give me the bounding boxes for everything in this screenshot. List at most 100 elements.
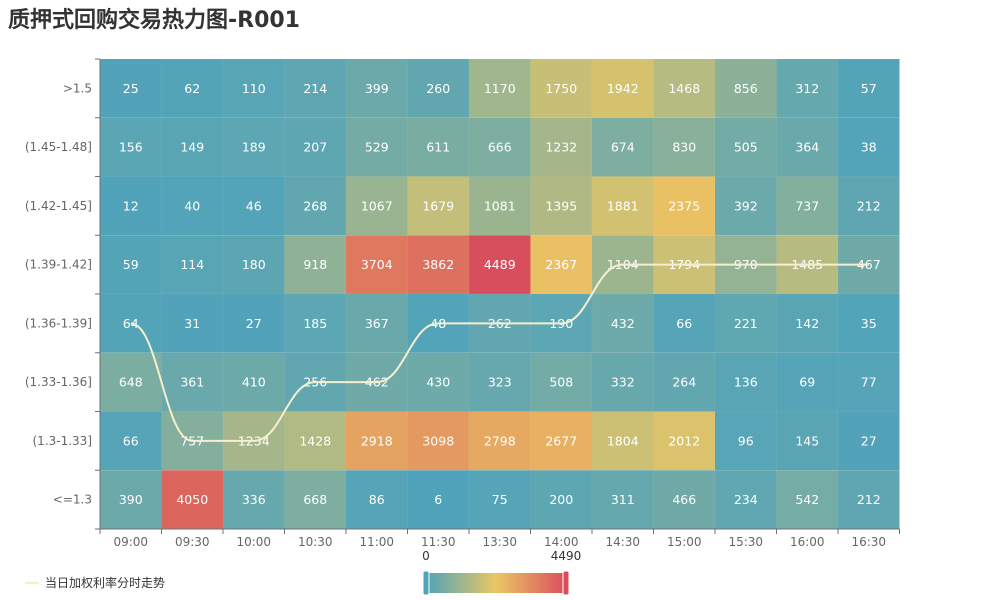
heatmap-cell[interactable] [222,470,285,530]
cell-value-label: 1750 [545,81,577,96]
heatmap-cell[interactable] [284,176,347,236]
heatmap-cell[interactable] [653,352,716,412]
heatmap-cell[interactable] [591,411,654,471]
heatmap-cell[interactable] [776,58,839,118]
heatmap-cell[interactable] [161,470,224,530]
heatmap-cell[interactable] [284,470,347,530]
heatmap-cell[interactable] [222,176,285,236]
heatmap-cell[interactable] [345,235,408,295]
heatmap-cell[interactable] [530,411,593,471]
heatmap-cell[interactable] [407,411,470,471]
heatmap-cell[interactable] [468,411,531,471]
heatmap-cell[interactable] [530,58,593,118]
heatmap-cell[interactable] [468,352,531,412]
cell-value-label: 2367 [545,257,577,272]
heatmap-cell[interactable] [222,117,285,177]
cell-value-label: 1428 [299,433,331,448]
heatmap-cell[interactable] [222,58,285,118]
heatmap-cell[interactable] [284,58,347,118]
x-tick-label: 11:00 [359,535,394,549]
heatmap-cell[interactable] [776,176,839,236]
visual-map-bar[interactable] [426,573,566,593]
heatmap-cell[interactable] [591,352,654,412]
heatmap-cell[interactable] [407,235,470,295]
heatmap-cell[interactable] [222,352,285,412]
heatmap-cell[interactable] [837,176,900,236]
cell-value-label: 666 [488,140,512,155]
heatmap-cell[interactable] [530,470,593,530]
heatmap-cell[interactable] [161,293,224,353]
cell-value-label: 69 [799,375,815,390]
heatmap-cell[interactable] [837,58,900,118]
heatmap-cell[interactable] [407,352,470,412]
heatmap-cell[interactable] [284,117,347,177]
heatmap-cell[interactable] [776,293,839,353]
heatmap-cell[interactable] [591,176,654,236]
heatmap-cell[interactable] [407,470,470,530]
heatmap-cell[interactable] [99,411,162,471]
cell-value-label: 508 [549,375,573,390]
heatmap-cell[interactable] [653,117,716,177]
heatmap-cell[interactable] [345,176,408,236]
heatmap-cell[interactable] [653,58,716,118]
heatmap-cell[interactable] [837,411,900,471]
cell-value-label: 1081 [484,198,516,213]
heatmap-cell[interactable] [776,470,839,530]
heatmap-cell[interactable] [714,117,777,177]
heatmap-cell[interactable] [468,235,531,295]
heatmap-cell[interactable] [284,411,347,471]
heatmap-cell[interactable] [714,411,777,471]
heatmap-cell[interactable] [653,470,716,530]
heatmap-cell[interactable] [407,117,470,177]
heatmap-cell[interactable] [837,352,900,412]
cell-value-label: 57 [861,81,877,96]
heatmap-cell[interactable] [653,411,716,471]
heatmap-cell[interactable] [99,352,162,412]
heatmap-cell[interactable] [345,117,408,177]
cell-value-label: 25 [123,81,139,96]
cell-value-label: 185 [303,316,327,331]
heatmap-cell[interactable] [530,176,593,236]
heatmap-cell[interactable] [468,117,531,177]
heatmap-cell[interactable] [591,470,654,530]
heatmap-cell[interactable] [161,352,224,412]
cell-value-label: 200 [549,492,573,507]
heatmap-cell[interactable] [591,293,654,353]
heatmap-cell[interactable] [714,293,777,353]
heatmap-cell[interactable] [468,176,531,236]
heatmap-cell[interactable] [468,470,531,530]
heatmap-cell[interactable] [714,470,777,530]
cell-value-label: 2798 [484,433,516,448]
heatmap-cell[interactable] [345,470,408,530]
heatmap-cell[interactable] [530,235,593,295]
heatmap-cell[interactable] [591,58,654,118]
heatmap-cell[interactable] [714,352,777,412]
heatmap-cell[interactable] [653,293,716,353]
heatmap-cell[interactable] [530,117,593,177]
x-tick-label: 16:00 [790,535,825,549]
cell-value-label: 410 [242,375,266,390]
cell-value-label: 77 [861,375,877,390]
heatmap-cell[interactable] [161,58,224,118]
visual-map-min-handle[interactable] [422,570,430,596]
cell-value-label: 367 [365,316,389,331]
heatmap-cell[interactable] [776,117,839,177]
heatmap-cell[interactable] [161,117,224,177]
heatmap-cell[interactable] [653,176,716,236]
visual-map-max-handle[interactable] [562,570,570,596]
cell-value-label: 311 [611,492,635,507]
heatmap-cell[interactable] [161,235,224,295]
cell-value-label: 674 [611,140,635,155]
heatmap-cell[interactable] [284,235,347,295]
heatmap-cell[interactable] [468,58,531,118]
cell-value-label: 1395 [545,198,577,213]
heatmap-cell[interactable] [284,293,347,353]
heatmap-cell[interactable] [222,235,285,295]
cell-value-label: 2375 [668,198,700,213]
heatmap-cell[interactable] [837,470,900,530]
cell-value-label: 505 [734,140,758,155]
heatmap-cell[interactable] [837,117,900,177]
heatmap-cell[interactable] [99,117,162,177]
heatmap-cell[interactable] [99,58,162,118]
heatmap-cell[interactable] [591,117,654,177]
